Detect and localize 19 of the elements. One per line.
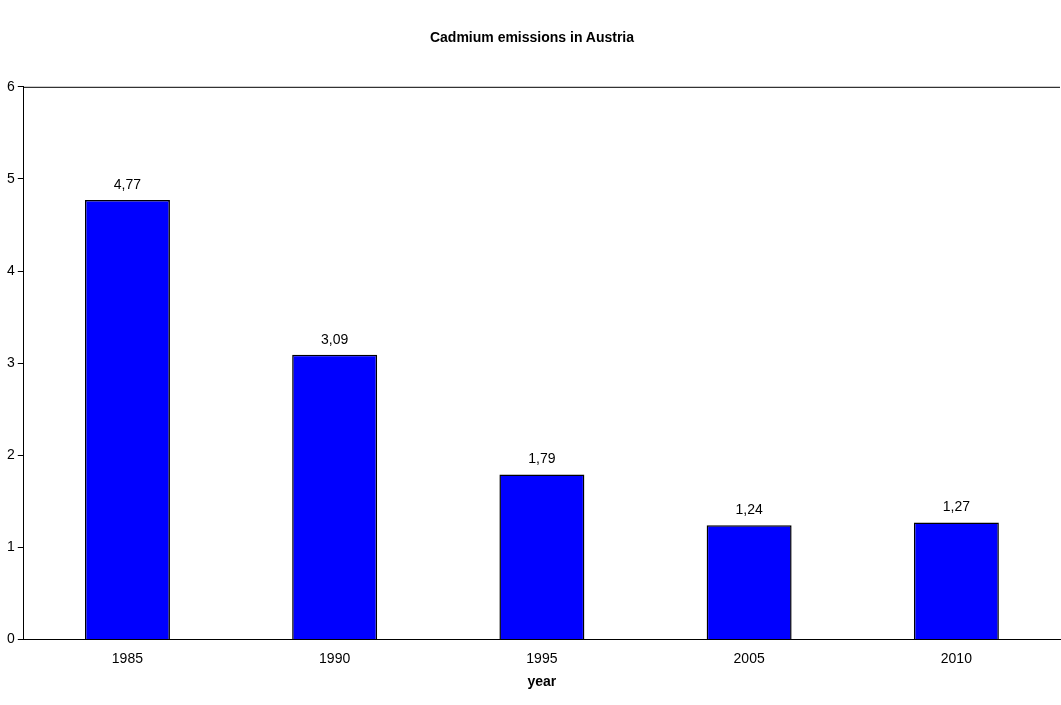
x-tick-label: 2010	[940, 649, 973, 666]
data-label: 1,24	[735, 501, 763, 518]
x-tick-label: 1995	[526, 649, 558, 666]
data-label: 3,09	[321, 330, 349, 347]
x-tick-label: 1990	[319, 649, 351, 666]
x-tick-label: 2005	[733, 649, 765, 666]
y-tick-label: 0	[6, 630, 15, 647]
x-axis-title: year	[527, 673, 557, 690]
data-label: 1,27	[942, 498, 971, 515]
data-label: 1,79	[528, 450, 556, 467]
y-tick-label: 1	[6, 538, 15, 555]
y-tick-label: 6	[6, 77, 15, 94]
chart-title: Cadmium emissions in Austria	[429, 29, 635, 46]
y-tick-label: 5	[6, 169, 15, 186]
y-tick-label: 2	[6, 446, 15, 463]
y-tick-label: 4	[6, 261, 15, 278]
x-tick-label: 1985	[111, 649, 144, 666]
data-label: 4,77	[113, 175, 142, 192]
y-tick-label: 3	[6, 353, 15, 370]
